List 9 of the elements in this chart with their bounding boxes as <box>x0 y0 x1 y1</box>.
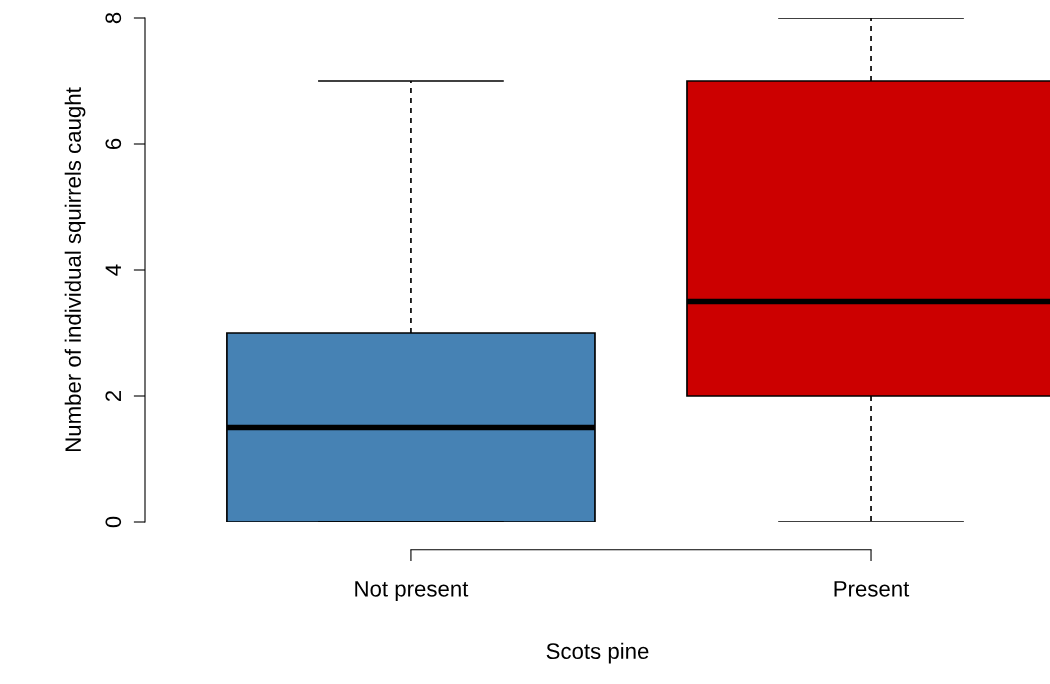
y-tick-label: 8 <box>105 12 122 24</box>
x-axis-title: Scots pine <box>546 642 649 664</box>
y-tick-label: 0 <box>105 516 122 528</box>
y-tick-label: 2 <box>105 390 121 402</box>
y-tick-label: 6 <box>105 138 122 150</box>
y-axis-title: Number of individual squirrels caught <box>64 87 86 451</box>
x-tick-label: Not present <box>355 581 469 602</box>
y-tick-label: 4 <box>105 264 121 276</box>
x-tick-label: Present <box>834 581 910 597</box>
